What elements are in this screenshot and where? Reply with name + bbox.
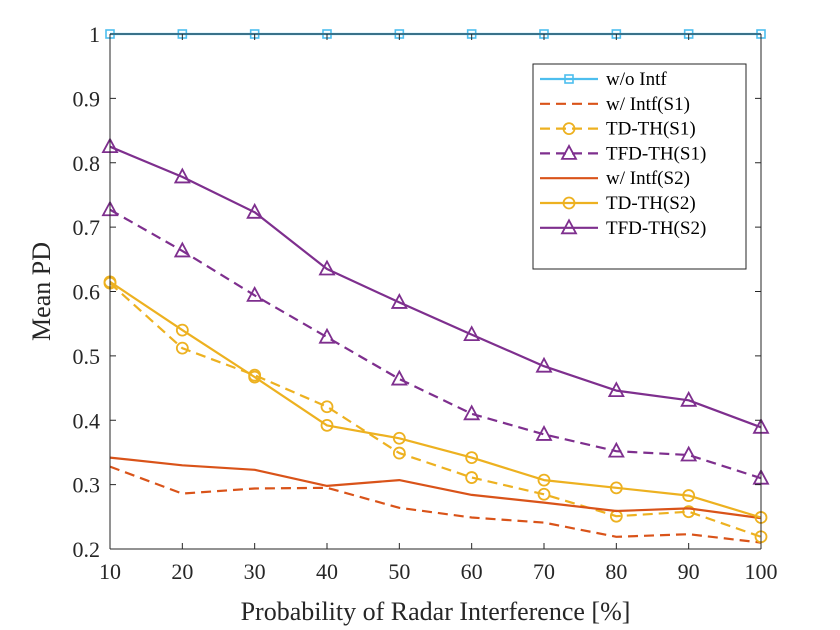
data-point (173, 241, 191, 258)
data-point (682, 505, 696, 519)
series-line (109, 145, 762, 429)
data-point (392, 431, 406, 445)
x-tick-label: 40 (316, 559, 338, 584)
x-tick-label: 100 (745, 559, 778, 584)
y-tick-label: 1 (89, 22, 100, 47)
y-tick-label: 0.9 (73, 86, 101, 111)
data-point (537, 487, 551, 501)
data-point (609, 481, 623, 495)
x-tick-label: 30 (244, 559, 266, 584)
data-point (175, 323, 189, 337)
legend-marker (562, 122, 576, 136)
y-axis-title: Mean PD (27, 242, 56, 341)
y-tick-label: 0.8 (73, 151, 101, 176)
legend: w/o Intf w/ Intf(S1) TD-TH(S1) TFD-TH(S1) w/… (532, 63, 747, 270)
data-point (537, 473, 551, 487)
legend-marker (560, 218, 578, 235)
data-point (248, 370, 262, 384)
y-tick-label: 0.7 (73, 215, 101, 240)
data-point (607, 381, 625, 398)
x-axis-title: Probability of Radar Interference [%] (241, 597, 631, 626)
series-line (109, 456, 762, 520)
data-point (173, 167, 191, 184)
data-point (680, 390, 698, 407)
series-7 (101, 137, 770, 434)
data-point (465, 471, 479, 484)
legend-label: w/ Intf(S2) (606, 168, 690, 189)
legend-marker (562, 196, 576, 210)
data-point (680, 445, 698, 462)
data-point (392, 446, 406, 460)
x-tick-label: 50 (388, 559, 410, 584)
series-5 (109, 456, 762, 520)
legend-marker (560, 144, 578, 160)
data-point (607, 441, 625, 458)
ticks-layer: 10 20 30 40 50 60 70 80 90 100 0.2 0.3 0.4 0.5 0.6 0.7 0… (73, 22, 778, 584)
data-point (535, 425, 553, 441)
x-tick-label: 60 (461, 559, 483, 584)
data-point (390, 369, 408, 386)
legend-marker (564, 74, 574, 84)
legend-label: TFD-TH(S2) (606, 218, 706, 239)
x-tick-label: 80 (605, 559, 627, 584)
series-2 (109, 465, 762, 544)
data-point (390, 293, 408, 309)
data-point (682, 489, 696, 502)
series-line (109, 208, 762, 480)
x-tick-label: 20 (171, 559, 193, 584)
series-line (109, 282, 762, 538)
y-tick-label: 0.3 (73, 473, 101, 498)
data-point (175, 341, 189, 355)
data-point (463, 404, 481, 421)
x-tick-label: 70 (533, 559, 555, 584)
data-point (318, 327, 336, 344)
data-point (465, 451, 479, 464)
legend-label: TD-TH(S2) (606, 193, 696, 214)
x-tick-label: 90 (678, 559, 700, 584)
data-point (463, 325, 481, 342)
data-point (320, 400, 334, 414)
legend-label: TFD-TH(S1) (606, 143, 706, 164)
y-tick-label: 0.5 (73, 344, 101, 369)
legend-label: w/o Intf (606, 69, 667, 90)
y-tick-label: 0.6 (73, 280, 101, 305)
data-point (246, 285, 264, 302)
legend-box (532, 63, 747, 270)
legend-label: w/ Intf(S1) (606, 94, 690, 115)
data-point (318, 259, 336, 276)
y-tick-label: 0.4 (73, 408, 101, 433)
series-line (109, 280, 762, 519)
series-line (109, 465, 762, 544)
legend-label: TD-TH(S1) (606, 119, 696, 140)
data-point (246, 202, 264, 219)
data-point (535, 356, 553, 373)
data-point (320, 418, 334, 432)
x-tick-label: 10 (99, 559, 121, 584)
y-tick-label: 0.2 (73, 537, 101, 562)
